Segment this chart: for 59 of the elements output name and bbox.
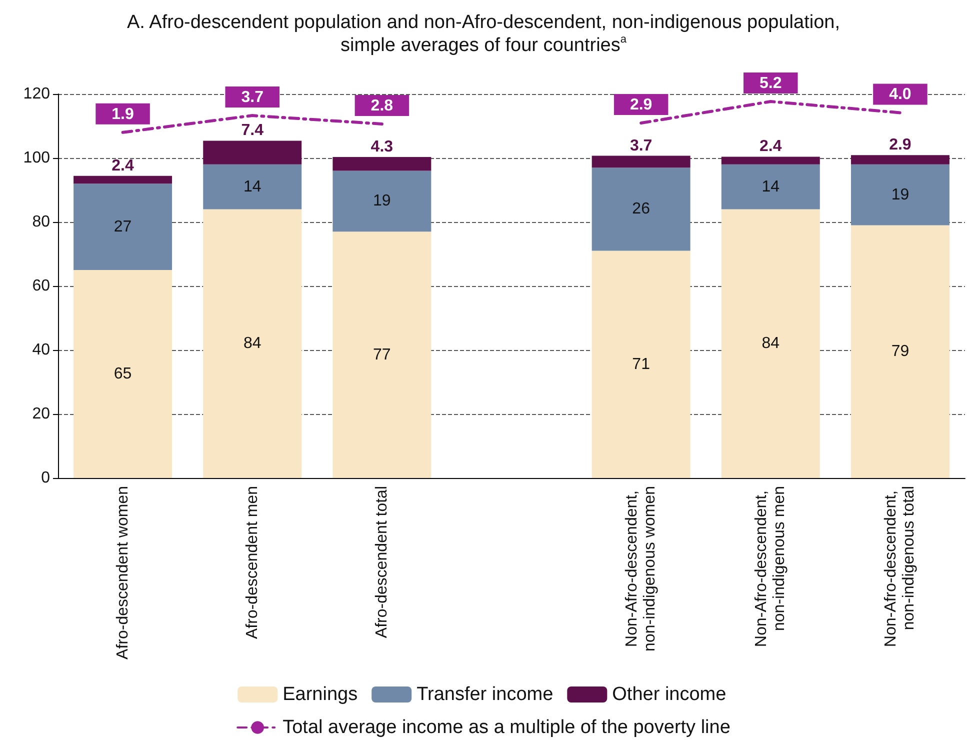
y-tick-label: 100: [23, 150, 50, 166]
data-label: 84: [762, 335, 780, 352]
legend-label: Earnings: [282, 684, 358, 705]
legend-label: Other income: [612, 684, 726, 705]
data-label: 1.9: [112, 106, 134, 123]
data-label: 14: [243, 178, 262, 196]
data-label: 84: [243, 335, 262, 352]
bar: [592, 250, 690, 478]
bar: [721, 164, 820, 210]
bar: [74, 270, 172, 478]
data-label: 71: [632, 356, 650, 373]
bar: [850, 225, 950, 478]
bar: [850, 155, 950, 164]
data-label: 5.2: [760, 74, 782, 92]
bar: [592, 168, 690, 251]
data-label: 2.4: [112, 157, 134, 174]
data-label: 14: [762, 178, 780, 196]
data-label: 7.4: [241, 122, 264, 140]
bar: [850, 164, 950, 226]
x-tick-label: Afro-descendent total: [373, 486, 390, 638]
bar: [203, 164, 302, 210]
data-label: 2.9: [630, 96, 652, 114]
x-tick-label: Afro-descendent women: [114, 486, 132, 660]
bar: [592, 156, 690, 168]
bar: [203, 209, 302, 478]
data-label: 3.7: [241, 89, 264, 106]
data-label: 4.0: [889, 86, 912, 104]
legend-label: Transfer income: [416, 684, 554, 705]
y-tick-label: 20: [32, 406, 50, 422]
y-tick-label: 80: [32, 214, 50, 230]
x-tick-label: Non-Afro-descendent, non-indigenous total: [882, 486, 918, 647]
data-label: 26: [632, 200, 650, 218]
y-tick-label: 0: [41, 470, 50, 486]
x-tick-label: Afro-descendent men: [244, 486, 261, 639]
data-label: 3.7: [630, 137, 652, 154]
bar: [203, 140, 302, 164]
bar: [721, 156, 820, 164]
y-tick-label: 60: [32, 278, 50, 294]
data-label: 19: [891, 186, 910, 204]
bar: [74, 184, 172, 270]
data-label: 79: [891, 343, 910, 360]
x-tick-label: Non-Afro-descendent, non-indigenous women: [624, 486, 659, 652]
bar: [332, 157, 432, 171]
bar: [332, 170, 432, 232]
data-label: 2.9: [889, 136, 912, 154]
data-label: 27: [114, 218, 132, 236]
data-label: 77: [373, 346, 391, 364]
bar: [332, 232, 432, 478]
y-tick-label: 40: [32, 342, 50, 358]
bar: [74, 176, 172, 184]
y-tick-label: 120: [23, 86, 50, 102]
legend-label: Total average income as a multiple of the poverty line: [282, 717, 730, 738]
x-tick-label: Non-Afro-descendent, non-indigenous men: [753, 486, 788, 647]
data-label: 4.3: [370, 138, 394, 156]
data-label: 2.4: [760, 138, 782, 156]
data-label: 65: [114, 366, 132, 382]
data-label: 2.8: [370, 97, 394, 114]
data-label: 19: [373, 192, 391, 210]
bar: [721, 209, 820, 478]
